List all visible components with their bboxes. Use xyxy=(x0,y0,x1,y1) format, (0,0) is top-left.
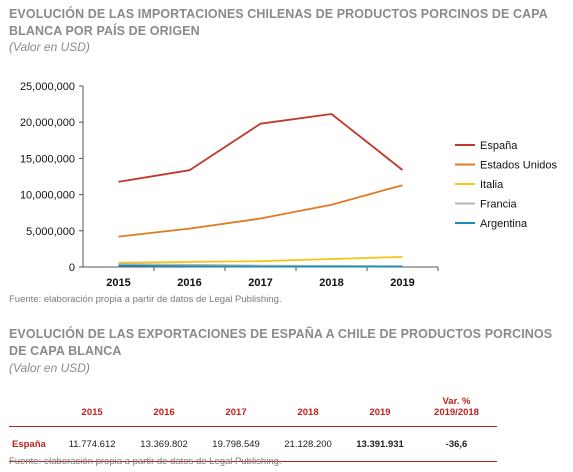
table-header-cell xyxy=(9,383,57,427)
table-header-cell: Var. % 2019/2018 xyxy=(416,383,497,427)
chart-source: Fuente: elaboración propia a partir de d… xyxy=(9,294,282,305)
legend-label: Italia xyxy=(480,179,504,191)
x-tick-label: 2016 xyxy=(177,277,201,289)
legend-label: Estados Unidos xyxy=(480,160,558,172)
series-line-estados-unidos xyxy=(118,184,403,238)
table-cell-country: España xyxy=(9,426,57,462)
table-row: España 11.774.612 13.369.802 19.798.549 … xyxy=(9,426,497,462)
table-header-cell: 2015 xyxy=(56,383,129,427)
table-header-row: 2015 2016 2017 2018 2019 Var. % 2019/201… xyxy=(9,383,497,427)
y-tick-label: 5,000,000 xyxy=(26,226,75,238)
series-line-italia xyxy=(118,256,403,264)
x-tick-label: 2017 xyxy=(248,277,272,289)
chart-title: EVOLUCIÓN DE LAS IMPORTACIONES CHILENAS … xyxy=(9,7,548,38)
table-cell: 19.798.549 xyxy=(200,426,273,462)
legend-label: Argentina xyxy=(480,218,528,230)
y-tick-label: 20,000,000 xyxy=(20,117,75,129)
series-line-argentina xyxy=(118,264,403,268)
y-tick-label: 15,000,000 xyxy=(20,153,75,165)
exports-table: 2015 2016 2017 2018 2019 Var. % 2019/201… xyxy=(9,383,497,462)
table-header-cell: 2019 xyxy=(344,383,417,427)
table-subtitle: (Valor en USD) xyxy=(9,361,90,375)
table-cell: 13.369.802 xyxy=(128,426,201,462)
table-header-cell: 2018 xyxy=(272,383,345,427)
line-chart: 25,000,000 20,000,000 15,000,000 10,000,000… xyxy=(20,81,558,289)
y-tick-label: 10,000,000 xyxy=(20,190,75,202)
table-source: Fuente: elaboración propia a partir de d… xyxy=(9,456,282,467)
table-cell: 13.391.931 xyxy=(344,426,417,462)
table-header-cell: 2017 xyxy=(200,383,273,427)
legend-label: España xyxy=(480,140,518,152)
chart-subtitle: (Valor en USD) xyxy=(9,40,90,54)
table-header-cell: 2016 xyxy=(128,383,201,427)
y-tick-label: 25,000,000 xyxy=(20,81,75,93)
x-tick-label: 2018 xyxy=(319,277,343,289)
table-cell: 11.774.612 xyxy=(56,426,129,462)
y-tick-label: 0 xyxy=(69,262,75,274)
series-line-españa xyxy=(118,113,404,183)
table-cell: -36,6 xyxy=(416,426,497,462)
x-tick-label: 2019 xyxy=(390,277,414,289)
legend-label: Francia xyxy=(480,199,518,211)
table-title: EVOLUCIÓN DE LAS EXPORTACIONES DE ESPAÑA… xyxy=(9,327,553,358)
table-cell: 21.128.200 xyxy=(272,426,345,462)
x-tick-label: 2015 xyxy=(106,277,130,289)
